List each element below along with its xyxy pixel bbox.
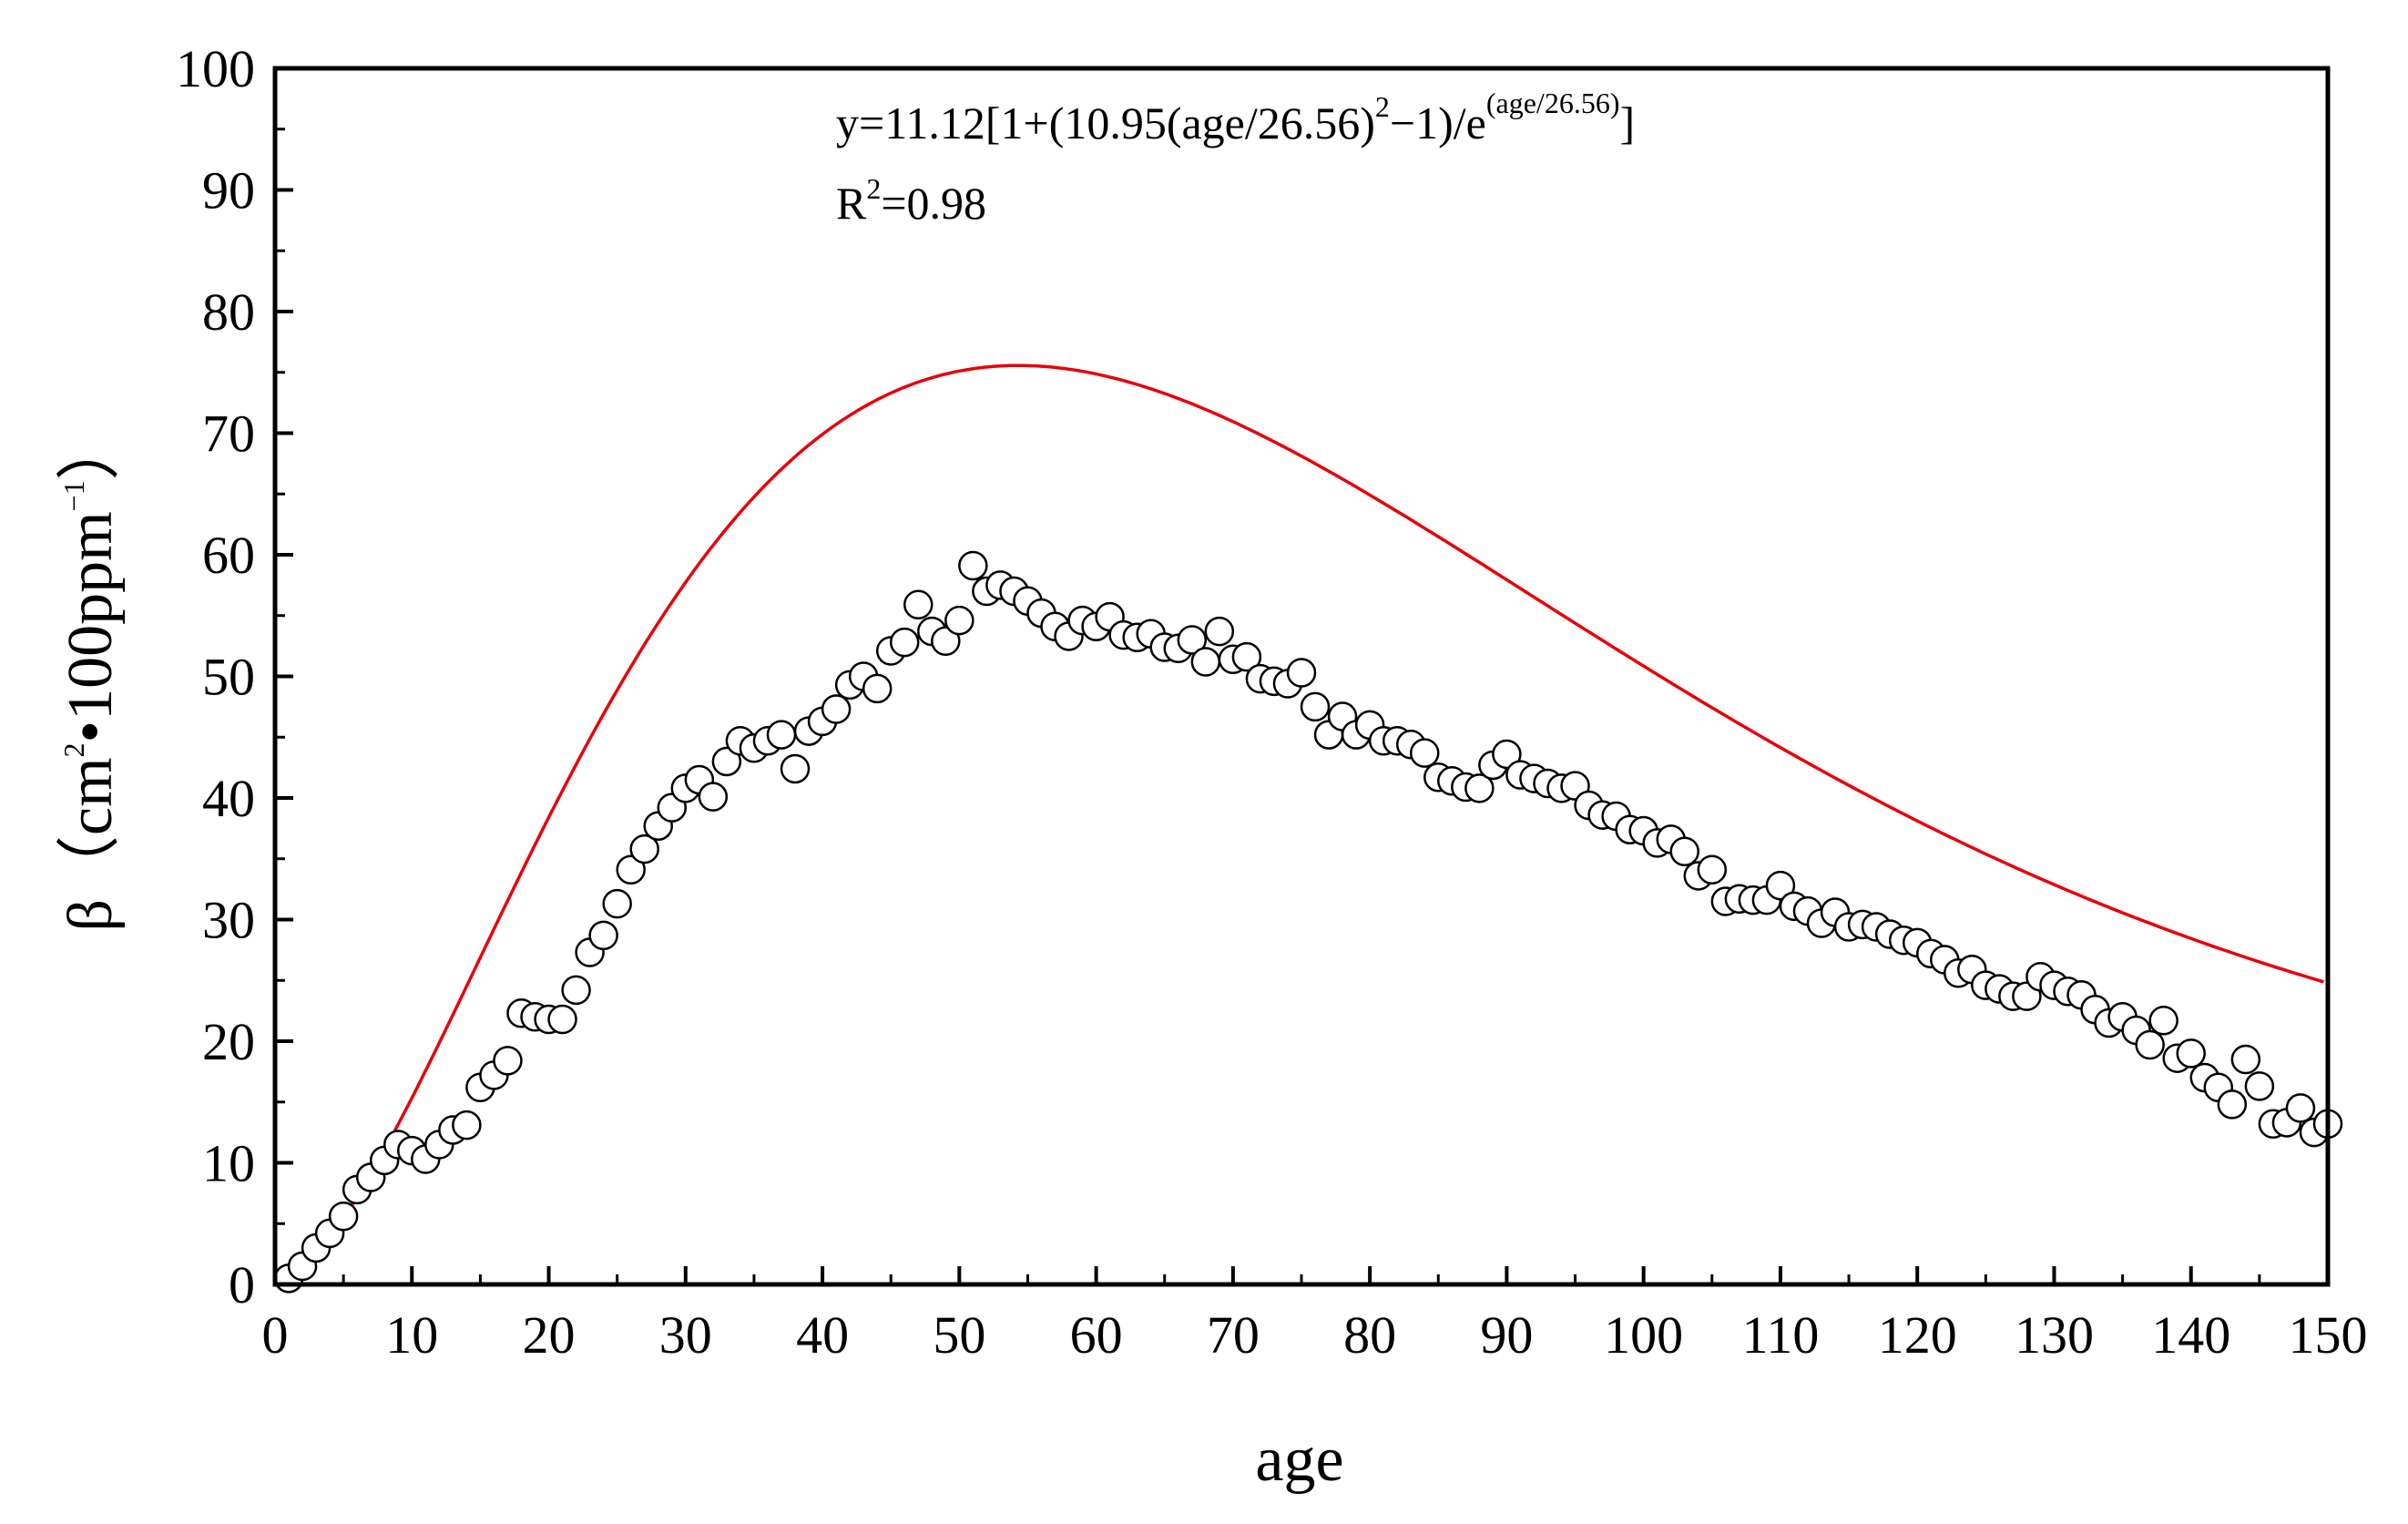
y-tick-label: 10: [202, 1134, 255, 1193]
y-tick-label: 0: [229, 1255, 255, 1314]
x-tick-label: 20: [523, 1305, 576, 1365]
x-tick-label: 150: [2289, 1305, 2368, 1365]
fit-layer: [290, 363, 2324, 1277]
x-tick-label: 10: [385, 1305, 438, 1365]
data-point: [698, 782, 729, 812]
data-point: [328, 1201, 359, 1232]
y-tick-label: 20: [202, 1012, 255, 1071]
data-point: [1765, 870, 1796, 901]
equation-sup-b: (age/26.56): [1486, 87, 1620, 119]
data-point: [602, 888, 632, 919]
data-point: [1464, 773, 1495, 803]
data-point: [766, 720, 797, 750]
data-point: [711, 746, 742, 777]
data-point: [1409, 738, 1440, 768]
y-tick-label: 90: [202, 161, 255, 220]
data-points: [273, 550, 2343, 1294]
r2-main: R: [836, 178, 867, 229]
data-point: [1697, 854, 1728, 885]
x-tick-label: 100: [1604, 1305, 1683, 1365]
x-tick-label: 60: [1070, 1305, 1123, 1365]
y-tick-label: 40: [202, 769, 255, 828]
data-point: [944, 605, 974, 636]
equation-mid: −1)/e: [1390, 97, 1486, 148]
data-point: [547, 1004, 577, 1035]
x-tick-label: 0: [262, 1305, 289, 1365]
r2-annotation: R2=0.98: [836, 172, 986, 229]
data-point: [493, 1046, 523, 1076]
data-point: [1492, 739, 1522, 770]
x-tick-label: 140: [2151, 1305, 2230, 1365]
x-tick-label: 130: [2015, 1305, 2094, 1365]
data-point: [931, 626, 961, 657]
axis-ticks: [273, 66, 2330, 1286]
tick-labels: 0 10 20 30 40 50 60 70 80 90 100 110 120 130 140 150 0 10…: [176, 39, 2368, 1365]
x-tick-label: 40: [796, 1305, 849, 1365]
data-point: [1300, 691, 1331, 722]
y-axis-title-sup2: −1: [57, 480, 90, 511]
fit-curve: [290, 363, 2324, 1277]
data-point: [780, 753, 811, 784]
equation-main: y=11.12[1+(10.95(age/26.56): [836, 97, 1375, 148]
r2-value: =0.98: [881, 178, 986, 229]
equation-end: ]: [1619, 97, 1635, 148]
data-point: [2244, 1071, 2275, 1101]
y-tick-label: 30: [202, 891, 255, 950]
data-point: [1669, 836, 1699, 866]
x-tick-label: 90: [1480, 1305, 1533, 1365]
y-tick-label: 80: [202, 282, 255, 342]
y-tick-label: 60: [202, 526, 255, 585]
data-point: [1286, 658, 1317, 688]
y-tick-label: 100: [176, 39, 255, 98]
data-point: [862, 673, 893, 704]
data-point: [889, 627, 920, 658]
data-point: [903, 589, 934, 619]
data-point: [2285, 1093, 2316, 1123]
data-point: [561, 975, 591, 1006]
data-point: [1231, 641, 1262, 672]
data-point: [821, 694, 852, 724]
data-point: [2135, 1029, 2165, 1060]
x-tick-label: 80: [1343, 1305, 1396, 1365]
x-tick-label: 120: [1878, 1305, 1957, 1365]
data-point: [958, 550, 988, 581]
data-point: [629, 834, 659, 864]
data-point: [2230, 1044, 2261, 1075]
data-point: [452, 1110, 482, 1140]
y-axis-title-pre: β（cm: [56, 757, 126, 931]
data-point: [1204, 616, 1235, 647]
y-axis-title: β（cm2•100ppm−1）: [56, 416, 126, 931]
y-axis-title-post: ）: [56, 416, 126, 480]
data-point: [616, 854, 646, 885]
x-tick-label: 110: [1742, 1305, 1820, 1365]
y-axis-title-sup1: 2: [57, 742, 90, 757]
data-point: [1177, 625, 1208, 655]
x-axis-title: age: [1255, 1425, 1343, 1495]
equation-annotation: y=11.12[1+(10.95(age/26.56)2−1)/e(age/26…: [836, 87, 1635, 148]
data-point: [2148, 1006, 2178, 1036]
y-tick-label: 50: [202, 648, 255, 707]
data-point: [1190, 647, 1221, 677]
equation-sup-a: 2: [1375, 90, 1390, 123]
y-axis-title-mid: •100ppm: [56, 511, 126, 742]
r2-sup: 2: [866, 172, 881, 205]
data-point: [2217, 1089, 2248, 1120]
x-tick-label: 30: [659, 1305, 712, 1365]
x-tick-label: 50: [933, 1305, 985, 1365]
x-tick-label: 70: [1207, 1305, 1260, 1365]
data-point: [588, 920, 618, 951]
y-tick-label: 70: [202, 404, 255, 464]
data-point: [2176, 1038, 2206, 1069]
